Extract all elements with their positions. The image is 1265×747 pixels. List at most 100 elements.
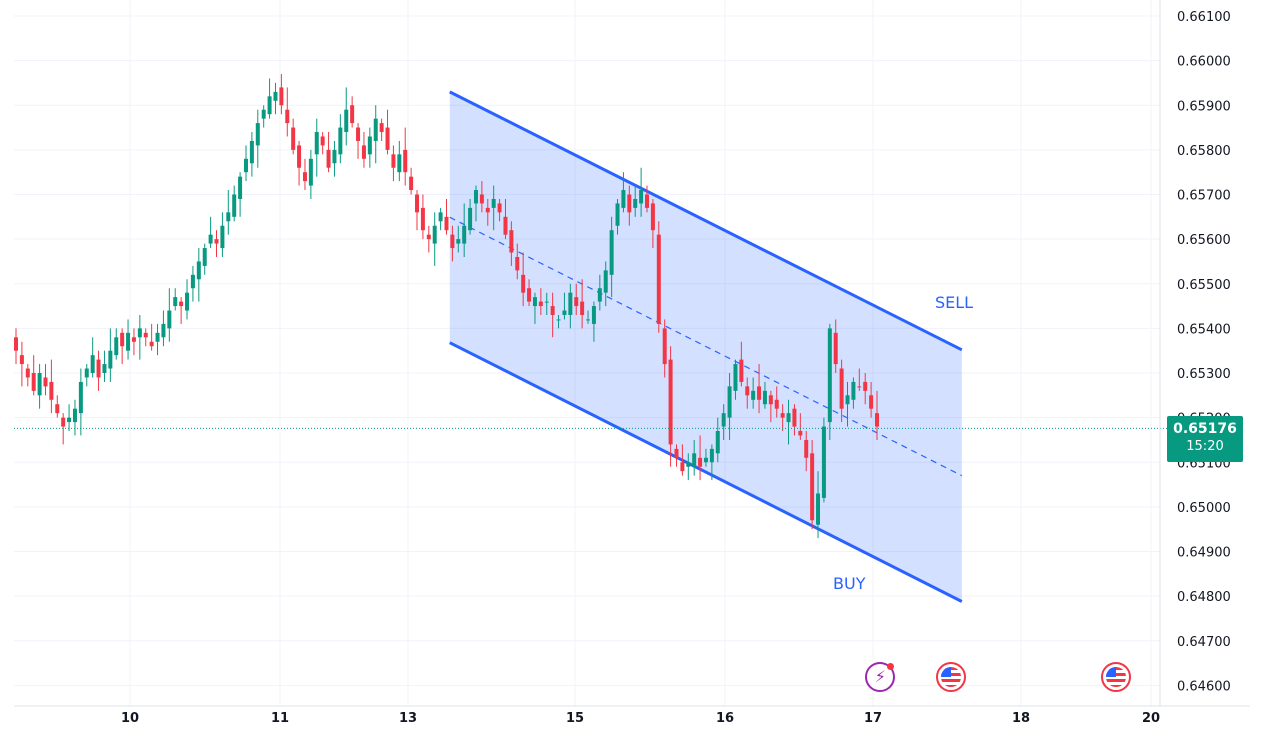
candle (674, 444, 679, 467)
candle (462, 203, 467, 257)
candle (332, 140, 337, 177)
candle (90, 337, 95, 378)
candle (19, 341, 24, 387)
candle-body (650, 203, 655, 231)
us-flag-icon[interactable] (1100, 662, 1131, 692)
candle-body (279, 87, 284, 106)
candle-body (603, 270, 608, 293)
candle (792, 404, 797, 436)
candle (574, 283, 579, 315)
candle-body (645, 194, 650, 208)
candle-body (591, 306, 596, 324)
candle-body (114, 337, 119, 356)
candle-body (851, 381, 856, 400)
candle-body (562, 310, 567, 315)
candle (857, 368, 862, 391)
candle (668, 346, 673, 467)
candle (550, 292, 555, 338)
candle (821, 417, 826, 503)
candle-body (220, 225, 225, 249)
candle (497, 198, 502, 222)
candle-body (686, 462, 691, 467)
candle (344, 87, 349, 146)
candle (426, 225, 431, 253)
candle (768, 390, 773, 423)
candle-body (733, 364, 738, 391)
candle (444, 198, 449, 235)
candle-body (721, 413, 726, 427)
bolt-icon[interactable]: ⚡ (865, 662, 896, 692)
candle-body (751, 390, 756, 400)
candle-body (190, 274, 195, 289)
candle-body (627, 194, 632, 213)
candle-body (67, 417, 72, 423)
candle-body (503, 216, 508, 235)
candle-body (420, 207, 425, 231)
candle-body (143, 332, 148, 338)
candle (291, 118, 296, 155)
candle (804, 431, 809, 472)
candle (356, 123, 361, 159)
x-tick-label: 15 (566, 711, 584, 726)
candle-body (338, 127, 343, 155)
candle (633, 185, 638, 217)
candle (420, 194, 425, 240)
candle-body (574, 297, 579, 307)
flag-canton (941, 667, 952, 677)
candle (326, 132, 331, 173)
candle (645, 185, 650, 213)
candle-body (550, 306, 555, 315)
candle (202, 243, 207, 275)
candle-body (609, 230, 614, 275)
flag-canton (1105, 667, 1116, 677)
y-tick-label: 0.65500 (1177, 278, 1231, 293)
candle-body (273, 91, 278, 101)
candle (25, 364, 30, 387)
candle (267, 78, 272, 119)
candle (261, 105, 266, 128)
candle (698, 435, 703, 481)
us-flag-icon[interactable] (936, 662, 967, 692)
grid (14, 0, 1160, 706)
x-tick-label: 16 (716, 711, 734, 726)
candle (627, 185, 632, 226)
candle (67, 404, 72, 432)
candle-body (373, 118, 378, 141)
candle (751, 377, 756, 409)
candle-body (137, 328, 142, 338)
candle (72, 399, 77, 436)
channel-labels: SELL BUY (833, 293, 973, 593)
candle (385, 109, 390, 155)
candle-body (739, 359, 744, 382)
candle-body (391, 154, 396, 168)
candle-body (703, 457, 708, 463)
candle (739, 341, 744, 387)
axes[interactable]: 0.66100 0.66000 0.65900 0.65800 0.65700 0.656… (14, 0, 1250, 726)
candle (350, 96, 355, 128)
candle-body (839, 368, 844, 409)
candle-body (167, 310, 172, 329)
candle-body (532, 297, 537, 307)
candle (179, 297, 184, 324)
candle-body (126, 332, 131, 351)
candle-body (208, 234, 213, 244)
candle (131, 328, 136, 356)
candle-body (108, 350, 113, 369)
x-tick-label: 10 (121, 711, 139, 726)
candle (190, 265, 195, 302)
candle-body (668, 359, 673, 445)
candle-body (356, 127, 361, 141)
candle (757, 364, 762, 414)
y-tick-label: 0.64600 (1177, 679, 1231, 694)
candle (656, 221, 661, 333)
candle-body (462, 225, 467, 244)
parallel-channel[interactable] (449, 90, 963, 603)
candle (851, 377, 856, 409)
candle (869, 381, 874, 418)
candle (491, 185, 496, 231)
y-tick-label: 0.66000 (1177, 55, 1231, 70)
candle-body (403, 149, 408, 173)
candle (692, 439, 697, 476)
